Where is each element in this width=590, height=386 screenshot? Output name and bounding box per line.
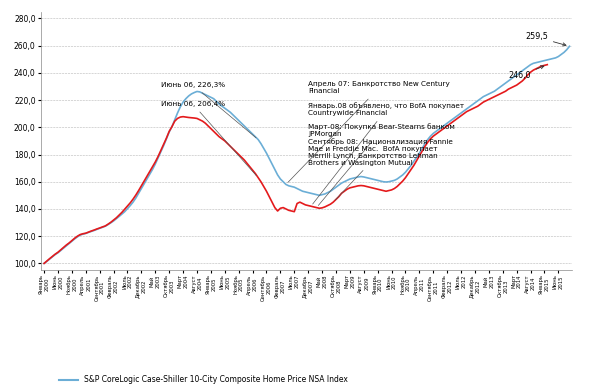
Text: Март-08: Покупка Bear-Stearns банком
JPMorgan: Март-08: Покупка Bear-Stearns банком JPM… <box>308 123 455 205</box>
Text: Сентябрь 08:  Национализация Fannie
Mae и Freddie Mac.  BofA покупает
Merrill Ly: Сентябрь 08: Национализация Fannie Mae и… <box>308 138 453 200</box>
Text: 259,5: 259,5 <box>525 32 566 46</box>
Text: Июнь 06, 226,3%: Июнь 06, 226,3% <box>161 82 256 138</box>
Text: Апрель 07: Банкротство New Century
Financial: Апрель 07: Банкротство New Century Finan… <box>288 81 450 183</box>
Text: Июнь 06, 206,4%: Июнь 06, 206,4% <box>161 101 256 176</box>
Text: Январь.08 объявлено, что BofA покупает
Countrywide Financial: Январь.08 объявлено, что BofA покупает C… <box>308 103 464 204</box>
Text: 246,0: 246,0 <box>509 66 544 80</box>
Legend: S&P CoreLogic Case-Shiller 10-City Composite Home Price NSA Index, S&P CoreLogic: S&P CoreLogic Case-Shiller 10-City Compo… <box>55 372 351 386</box>
